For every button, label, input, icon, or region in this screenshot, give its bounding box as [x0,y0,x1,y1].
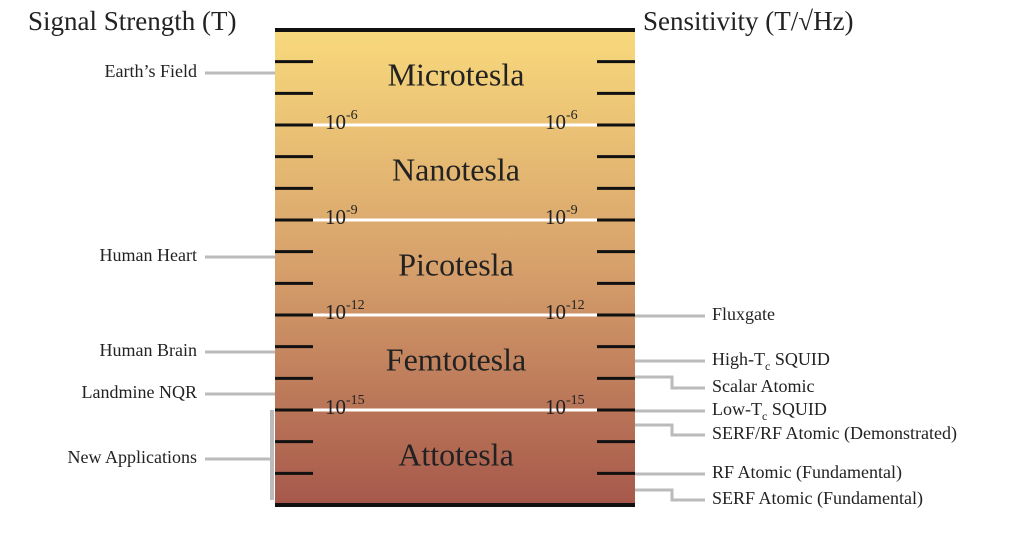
sensor-text: Low-T [712,399,762,419]
leader-line [635,488,705,502]
leader-line [635,423,705,437]
exponent-power: -6 [566,108,578,123]
sensor-text: Fluxgate [712,304,775,324]
leader-line [635,375,705,390]
sensor-text: High-T [712,349,765,369]
exponent-base: 10 [325,300,346,324]
exponent-power: -15 [566,393,585,408]
exponent-label: 10-9 [325,203,358,229]
sensor-label: Scalar Atomic [712,376,814,396]
exponent-power: -9 [346,203,358,218]
sensor-text: SQUID [767,399,827,419]
sensor-label: High-Tc SQUID [712,349,830,373]
exponent-power: -15 [346,393,365,408]
signal-label: Human Brain [100,340,197,360]
signal-label: Human Heart [100,245,197,265]
exponent-power: -9 [566,203,578,218]
left-title: Signal Strength (T) [28,6,236,36]
sensor-label: Low-Tc SQUID [712,399,827,423]
exponent-label: 10-12 [325,298,365,324]
sensor-label: Fluxgate [712,304,775,324]
sensor-text: SERF Atomic (Fundamental) [712,488,923,509]
sensor-label: SERF Atomic (Fundamental) [712,488,923,509]
exponent-power: -6 [346,108,358,123]
exponent-label: 10-6 [545,108,578,134]
sensor-text: RF Atomic (Fundamental) [712,462,902,483]
right-title: Sensitivity (T/√Hz) [643,6,854,36]
exponent-base: 10 [545,395,566,419]
sensor-text: SQUID [770,349,830,369]
exponent-base: 10 [545,110,566,134]
exponent-label: 10-9 [545,203,578,229]
exponent-base: 10 [325,395,346,419]
band-label: Attotesla [398,436,514,472]
exponent-base: 10 [545,300,566,324]
signal-label: Earth’s Field [105,61,198,81]
exponent-label: 10-6 [325,108,358,134]
scale-bar [275,30,635,505]
sensor-text: Scalar Atomic [712,376,814,396]
band-label: Nanotesla [392,151,520,187]
exponent-base: 10 [545,205,566,229]
exponent-label: 10-12 [545,298,585,324]
exponent-label: 10-15 [325,393,365,419]
sensor-label: RF Atomic (Fundamental) [712,462,902,483]
signal-label: New Applications [68,447,197,467]
sensor-subscript: c [765,359,770,373]
exponent-power: -12 [346,298,365,313]
exponent-base: 10 [325,110,346,134]
exponent-power: -12 [566,298,585,313]
sensor-label: SERF/RF Atomic (Demonstrated) [712,423,957,444]
signal-label: Landmine NQR [82,382,197,402]
sensor-subscript: c [762,409,767,423]
band-label: Femtotesla [386,341,526,377]
exponent-base: 10 [325,205,346,229]
band-label: Picotesla [398,246,514,282]
sensor-text: SERF/RF Atomic (Demonstrated) [712,423,957,444]
band-label: Microtesla [388,56,525,92]
exponent-label: 10-15 [545,393,585,419]
